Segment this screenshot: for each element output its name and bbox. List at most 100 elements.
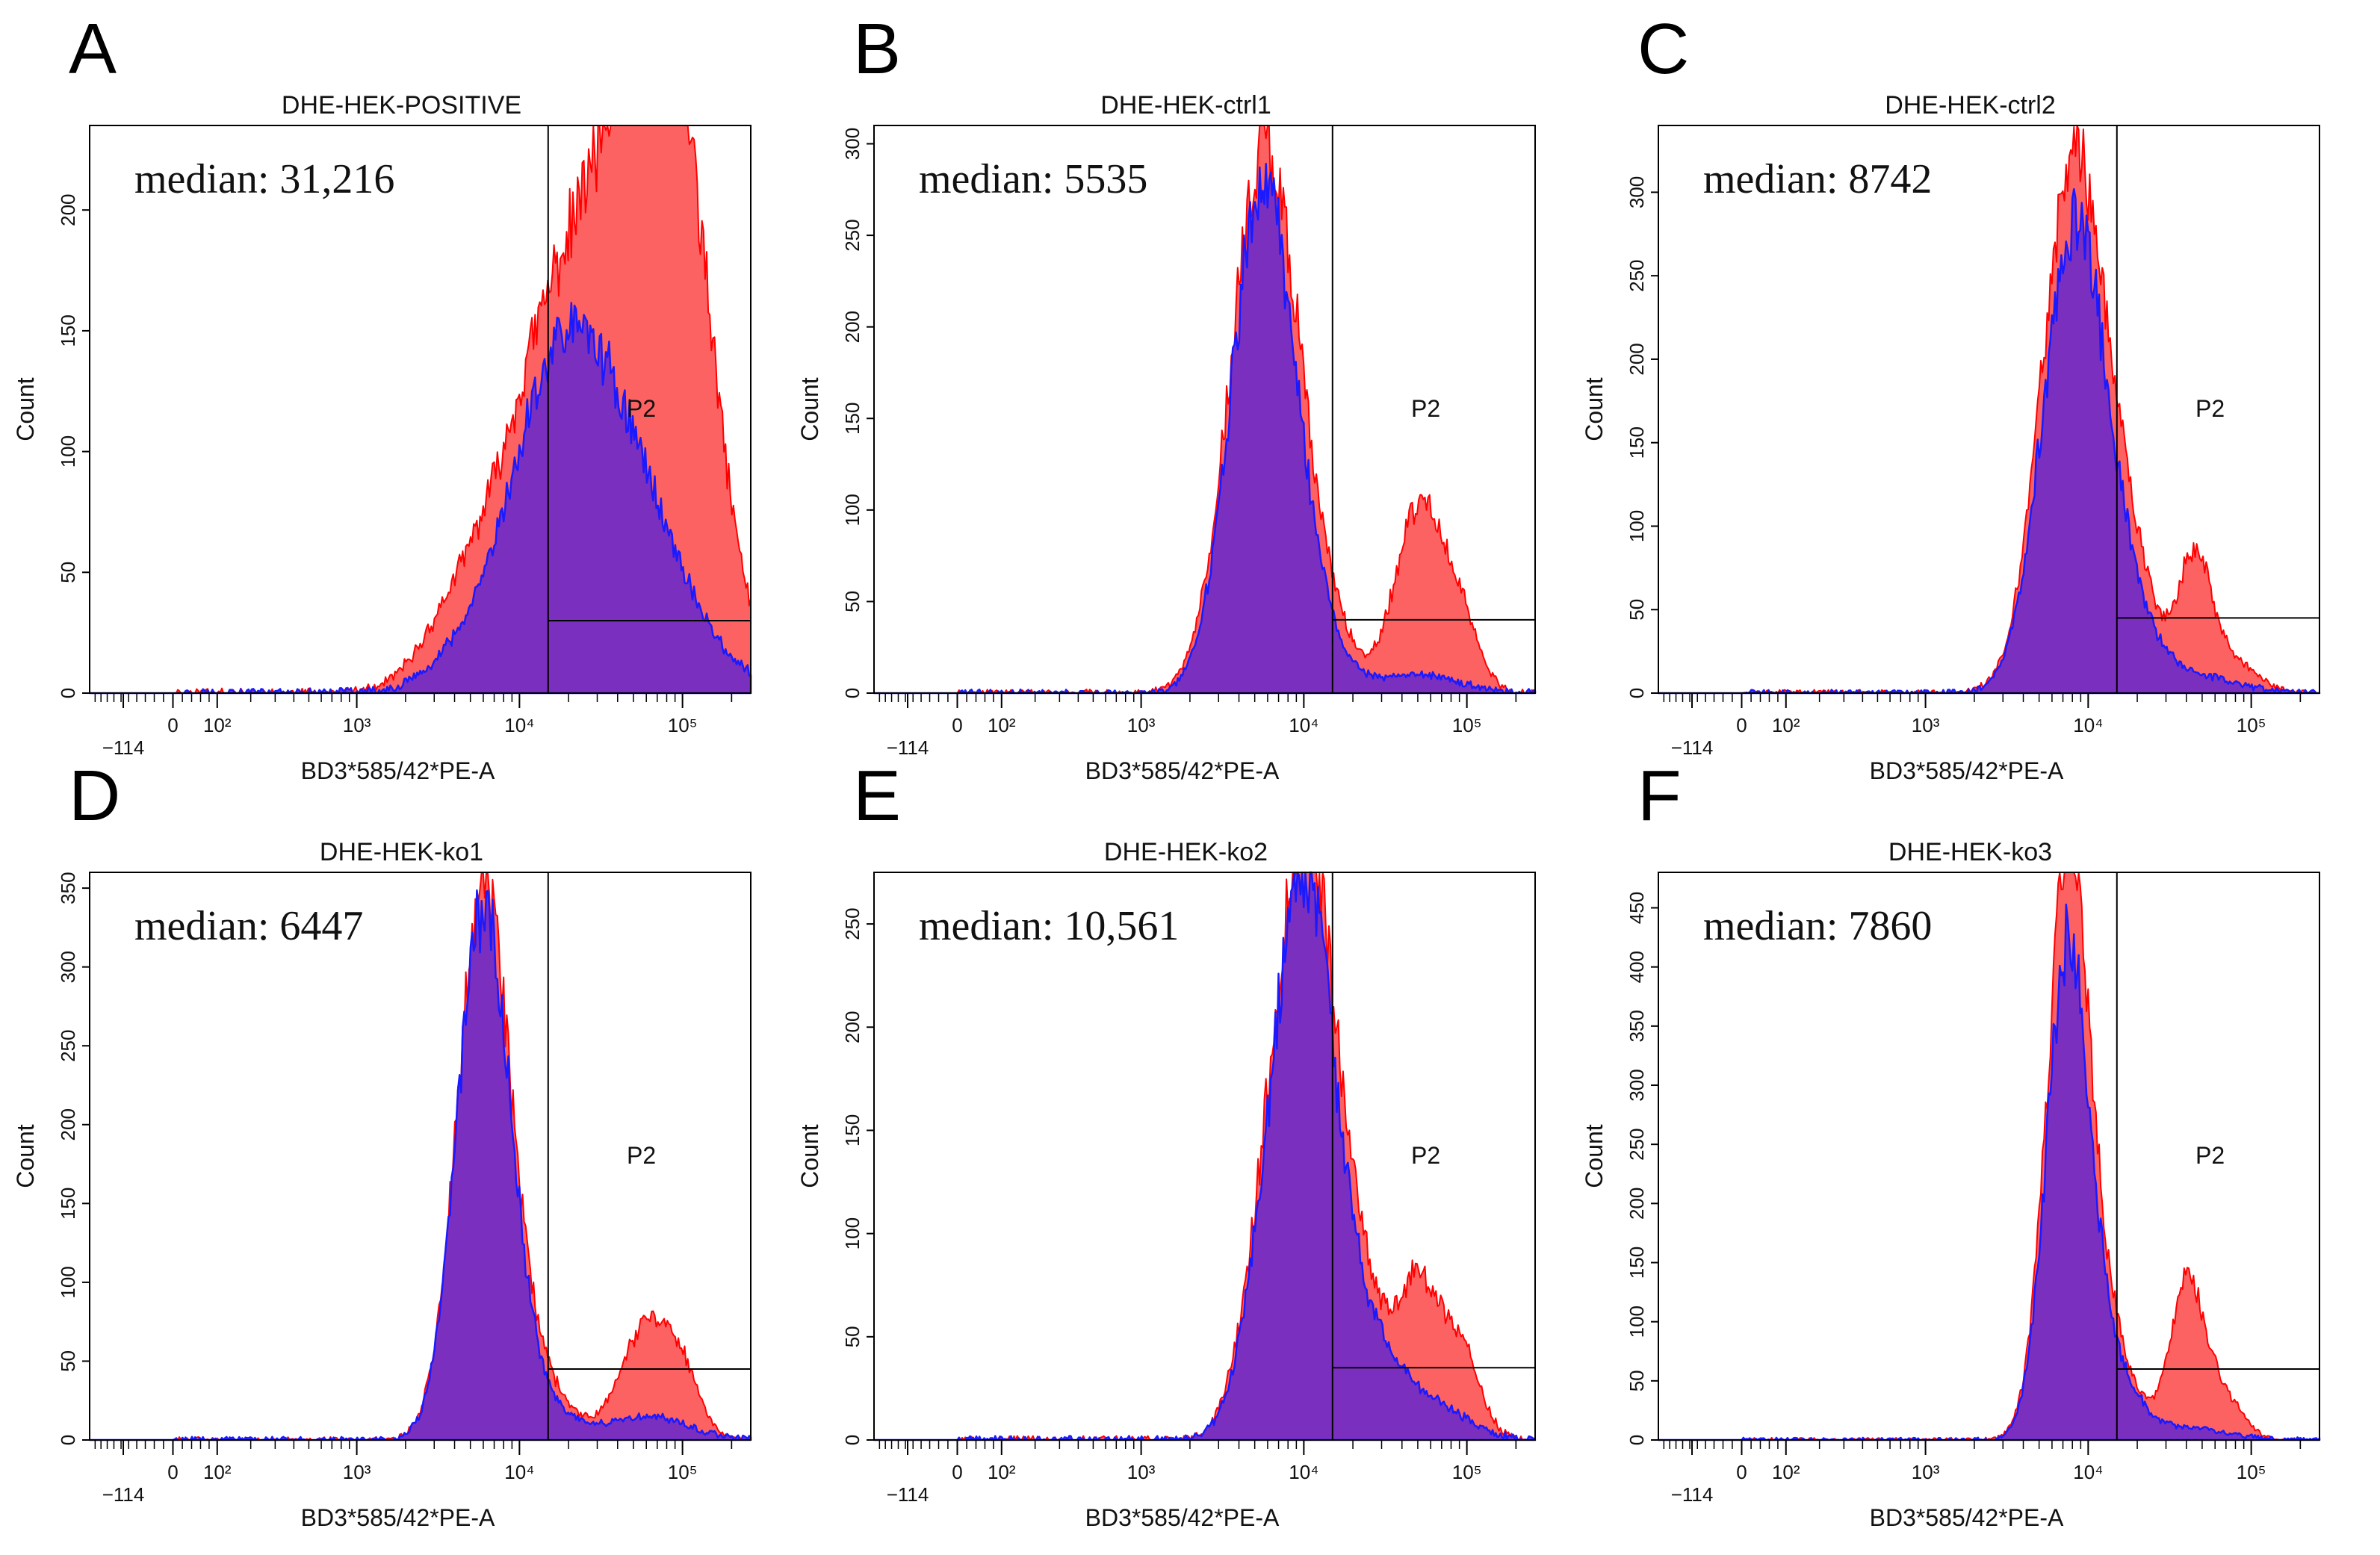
x-tick-label: 10⁵ (668, 1461, 698, 1483)
x-axis-label: BD3*585/42*PE-A (301, 757, 495, 784)
gate-label: P2 (627, 395, 656, 422)
y-tick-label: 150 (57, 1188, 79, 1220)
x-tick-label: 10⁴ (1289, 714, 1318, 736)
histogram-panel-d: D DHE-HEK-ko1 P2 median: 6447 0 50 100 150 200 25… (0, 747, 777, 1531)
panel-letter: F (1637, 756, 1682, 836)
y-tick-label: 0 (57, 1435, 79, 1445)
y-tick-label: 0 (841, 688, 864, 698)
panel-letter: D (69, 756, 121, 836)
x-tick-label: −114 (102, 736, 145, 759)
plot-frame (873, 872, 1536, 1441)
x-axis-label: BD3*585/42*PE-A (1085, 757, 1280, 784)
x-tick-label: 10⁵ (668, 714, 698, 736)
x-tick-label: −114 (887, 1483, 929, 1506)
y-axis-label: Count (796, 377, 823, 441)
histogram-svg: DHE-HEK-POSITIVE P2 median: 31,216 0 50 100 15… (12, 91, 752, 784)
control-histogram-area (873, 871, 1537, 1441)
control-histogram-area (88, 889, 752, 1441)
median-label: median: 31,216 (134, 156, 394, 202)
x-tick-label: 10² (203, 1461, 232, 1483)
gate-label: P2 (2195, 395, 2225, 422)
y-tick-label: 250 (57, 1030, 79, 1062)
x-tick-label: 10³ (343, 714, 371, 736)
median-label: median: 6447 (134, 903, 363, 949)
x-axis-label: BD3*585/42*PE-A (1085, 1504, 1280, 1531)
histogram-panel-c: C DHE-HEK-ctrl2 P2 median: 8742 0 50 100 150 200… (1569, 0, 2346, 784)
x-tick-label: 10⁴ (504, 714, 534, 736)
plot-frame (89, 125, 752, 694)
x-axis-label: BD3*585/42*PE-A (1870, 1504, 2064, 1531)
x-tick-label: 10³ (1912, 714, 1940, 736)
y-tick-label: 450 (1626, 892, 1648, 924)
y-tick-label: 150 (57, 314, 79, 347)
x-tick-label: 10² (1772, 1461, 1800, 1483)
y-tick-label: 150 (841, 1114, 864, 1146)
y-tick-label: 200 (1626, 1188, 1648, 1220)
histogram-svg: DHE-HEK-ctrl2 P2 median: 8742 0 50 100 150 200 2… (1581, 91, 2321, 784)
y-tick-label: 200 (1626, 343, 1648, 375)
y-tick-label: 100 (841, 1217, 864, 1250)
x-tick-label: 10⁵ (1452, 714, 1482, 736)
x-tick-label: 10³ (343, 1461, 371, 1483)
gate-label: P2 (1411, 1142, 1440, 1169)
histogram-svg: DHE-HEK-ko3 P2 median: 7860 0 50 100 150 200 250… (1581, 838, 2321, 1531)
histogram-svg: DHE-HEK-ko2 P2 median: 10,561 0 50 100 150 200 2… (796, 838, 1537, 1531)
y-tick-label: 350 (57, 872, 79, 904)
x-tick-label: 10⁴ (2073, 714, 2103, 736)
panel-title: DHE-HEK-POSITIVE (282, 91, 521, 120)
y-tick-label: 250 (1626, 1128, 1648, 1160)
y-tick-label: 200 (57, 1108, 79, 1140)
x-tick-label: 10³ (1127, 714, 1156, 736)
y-tick-label: 200 (57, 193, 79, 226)
x-tick-label: 0 (952, 1461, 962, 1483)
y-tick-label: 150 (1626, 426, 1648, 459)
histogram-panel-f: F DHE-HEK-ko3 P2 median: 7860 0 50 100 150 200 25… (1569, 747, 2346, 1531)
median-label: median: 7860 (1703, 903, 1932, 949)
y-tick-label: 0 (841, 1435, 864, 1445)
y-tick-label: 0 (1626, 1435, 1648, 1445)
plot-frame (89, 872, 752, 1441)
x-tick-label: 10² (988, 1461, 1016, 1483)
y-tick-label: 50 (1626, 599, 1648, 621)
x-tick-label: 0 (1736, 714, 1747, 736)
panel-title: DHE-HEK-ko2 (1104, 838, 1268, 866)
y-tick-label: 200 (841, 311, 864, 343)
x-tick-label: 10⁴ (1289, 1461, 1318, 1483)
y-tick-label: 50 (841, 591, 864, 612)
histogram-panel-e: E DHE-HEK-ko2 P2 median: 10,561 0 50 100 150 200… (784, 747, 1561, 1531)
panel-title: DHE-HEK-ko1 (320, 838, 483, 866)
gate-label: P2 (627, 1142, 656, 1169)
x-tick-label: −114 (887, 736, 929, 759)
x-tick-label: 10⁵ (2237, 714, 2266, 736)
y-tick-label: 100 (1626, 510, 1648, 542)
y-tick-label: 50 (841, 1326, 864, 1347)
y-tick-label: 300 (841, 128, 864, 160)
y-tick-label: 100 (57, 435, 79, 468)
y-tick-label: 350 (1626, 1010, 1648, 1042)
y-tick-label: 200 (841, 1011, 864, 1043)
y-tick-label: 250 (1626, 259, 1648, 291)
y-tick-label: 400 (1626, 951, 1648, 983)
x-tick-label: 10⁵ (1452, 1461, 1482, 1483)
x-tick-label: 10⁴ (2073, 1461, 2103, 1483)
control-histogram-area (1657, 187, 2321, 695)
median-label: median: 10,561 (919, 903, 1179, 949)
y-tick-label: 300 (1626, 1069, 1648, 1101)
histogram-panel-b: B DHE-HEK-ctrl1 P2 median: 5535 0 50 100 150 200… (784, 0, 1561, 784)
y-tick-label: 300 (57, 951, 79, 983)
plot-frame (1658, 125, 2320, 694)
panel-letter: B (853, 9, 902, 89)
plot-frame (873, 125, 1536, 694)
y-tick-label: 50 (1626, 1370, 1648, 1391)
y-axis-label: Count (12, 377, 39, 441)
y-axis-label: Count (1581, 1124, 1608, 1188)
x-tick-label: 0 (167, 714, 178, 736)
y-axis-label: Count (796, 1124, 823, 1188)
histogram-svg: DHE-HEK-ctrl1 P2 median: 5535 0 50 100 150 200 2… (796, 91, 1537, 784)
y-tick-label: 100 (57, 1266, 79, 1298)
y-tick-label: 300 (1626, 176, 1648, 208)
panel-letter: E (853, 756, 902, 836)
y-tick-label: 0 (1626, 688, 1648, 698)
panel-letter: C (1637, 9, 1690, 89)
